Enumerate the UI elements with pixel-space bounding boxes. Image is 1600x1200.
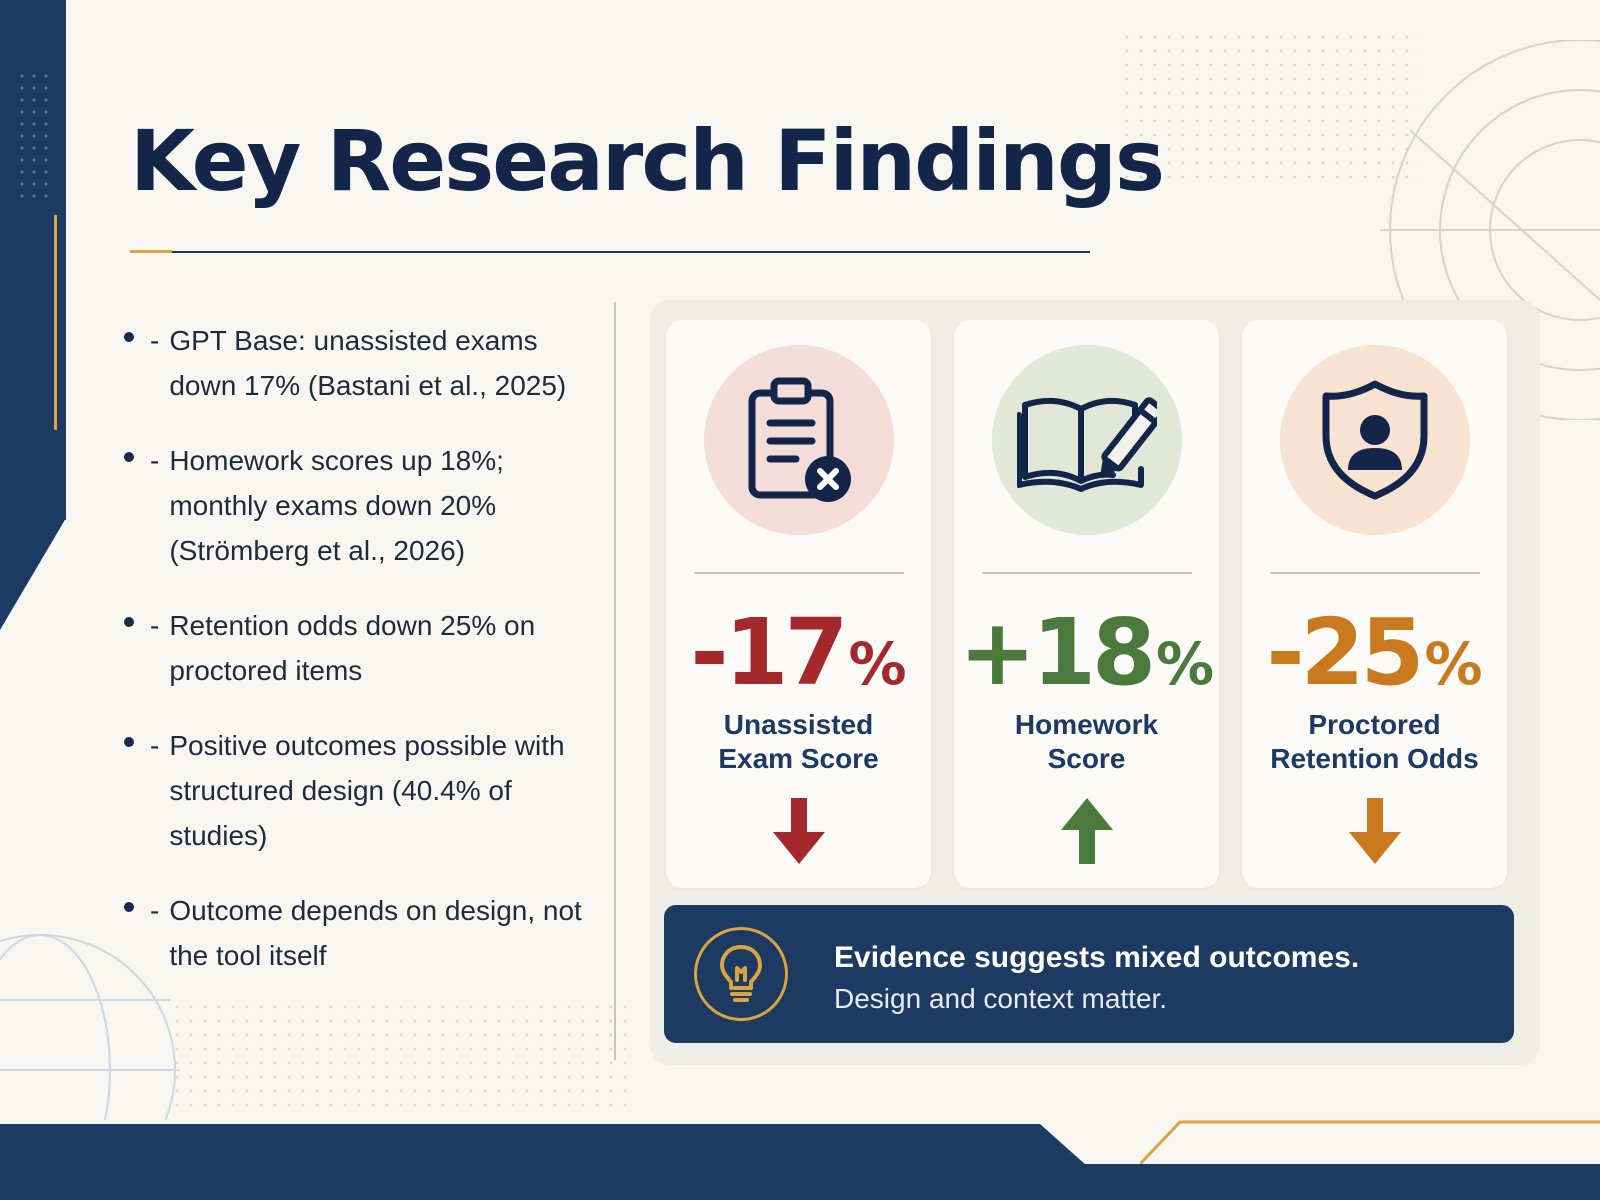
page-title: Key Research Findings [130,112,1165,210]
gold-accent-line [54,215,57,430]
summary-callout: Evidence suggests mixed outcomes. Design… [664,905,1514,1043]
stat-value: -25% [1242,598,1507,719]
stat-number: +18 [958,599,1156,706]
column-divider [614,302,616,1060]
left-accent-band-cut [0,518,66,630]
bullet-text: Retention odds down 25% on proctored ite… [169,610,536,686]
stat-value: +18% [954,598,1219,719]
bullet-dash: - [150,325,160,356]
icon-badge [1280,345,1470,535]
card-divider [1270,572,1480,574]
list-item: - Outcome depends on design, not the too… [124,888,604,978]
bullet-text: Homework scores up 18%; monthly exams do… [169,445,504,566]
bullet-dash: - [150,730,160,761]
card-divider [982,572,1192,574]
clipboard-x-icon [748,377,851,502]
stat-unit: % [1156,630,1215,698]
stat-unit: % [1424,630,1483,698]
stat-card-retention: -25% Proctored Retention Odds [1242,320,1507,888]
dot-grid-decoration [16,70,52,200]
lightbulb-icon [720,945,762,1002]
bullet-dot [124,452,134,462]
title-underline [130,251,1090,253]
stat-number: -17 [690,599,848,706]
list-item: - GPT Base: unassisted exams down 17% (B… [124,318,604,408]
bullet-text: Outcome depends on design, not the tool … [169,895,582,971]
bullet-dot [124,737,134,747]
list-item: - Retention odds down 25% on proctored i… [124,603,604,693]
bullet-dash: - [150,895,160,926]
bottom-band-cut [1040,1124,1600,1164]
icon-badge [992,345,1182,535]
stat-label: Proctored Retention Odds [1270,709,1479,774]
bullet-dash: - [150,445,160,476]
book-pencil-icon [1017,397,1157,492]
callout-subtext: Design and context matter. [834,983,1168,1014]
stat-label: Homework Score [1014,709,1159,774]
dot-pattern-bottom-left [170,1000,630,1110]
card-divider [694,572,904,574]
stat-card-exam: -17% Unassisted Exam Score [666,320,931,888]
callout-headline: Evidence suggests mixed outcomes. [834,941,1360,974]
icon-ring [694,927,788,1021]
list-item: - Homework scores up 18%; monthly exams … [124,438,604,573]
arrow-down-icon [1349,798,1401,864]
bullet-dot [124,902,134,912]
findings-list: - GPT Base: unassisted exams down 17% (B… [124,318,604,1008]
stat-value: -17% [666,598,931,719]
bullet-dot [124,617,134,627]
stat-number: -25 [1266,599,1424,706]
bullet-dot [124,332,134,342]
stat-label: Unassisted Exam Score [718,709,879,774]
stat-unit: % [848,630,907,698]
bullet-text: Positive outcomes possible with structur… [169,730,565,851]
stat-card-homework: +18% Homework Score [954,320,1219,888]
icon-badge [704,345,894,535]
shield-person-icon [1322,380,1428,500]
arrow-up-icon [1061,798,1113,864]
arrow-down-icon [773,798,825,864]
bullet-text: GPT Base: unassisted exams down 17% (Bas… [169,325,567,401]
dot-pattern-top-right [1120,30,1420,180]
list-item: - Positive outcomes possible with struct… [124,723,604,858]
bullet-dash: - [150,610,160,641]
title-underline-accent [130,250,172,253]
